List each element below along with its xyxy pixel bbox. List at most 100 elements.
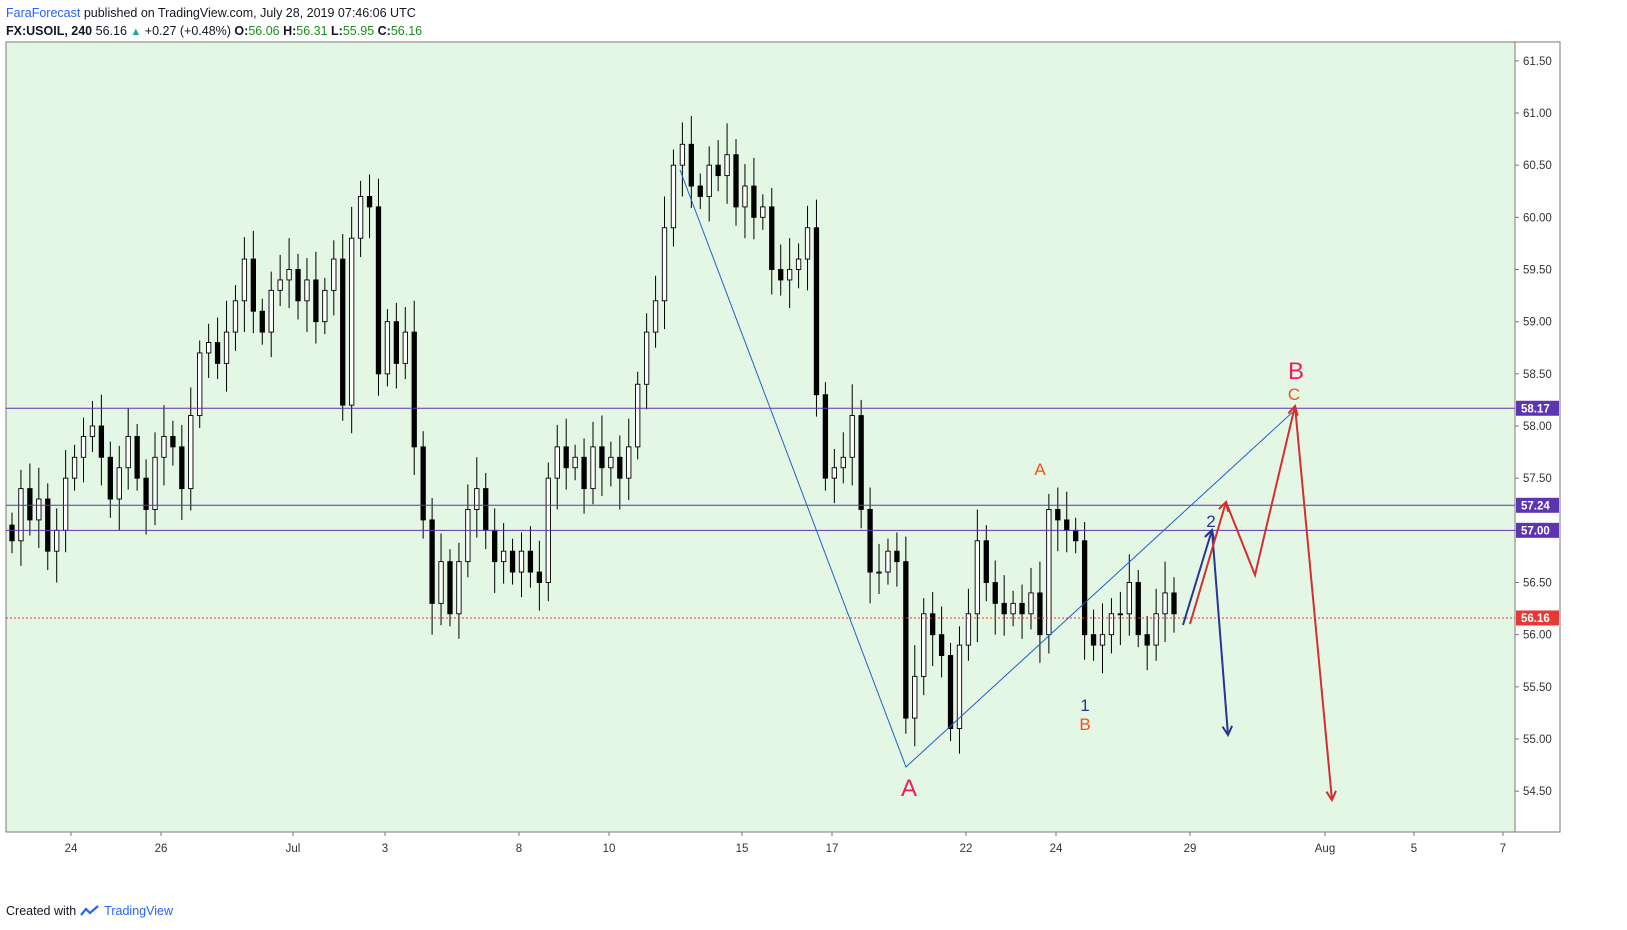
bear-candle: [715, 164, 721, 177]
bear-candle: [813, 227, 820, 396]
red-wave-up-arrow[interactable]: [1189, 501, 1227, 625]
bull-candle: [706, 164, 712, 197]
x-tick-label: 8: [516, 843, 522, 855]
plot-area[interactable]: [6, 42, 1515, 832]
bear-candle: [1135, 582, 1141, 636]
bear-candle: [1001, 602, 1007, 615]
blue-wave-down-arrow[interactable]: [1211, 529, 1229, 736]
wave-label-c: C: [1288, 385, 1300, 404]
high-label: H:: [283, 24, 297, 38]
bull-candle: [849, 415, 855, 458]
bull-candle: [80, 435, 87, 458]
red-wave-b-arrow[interactable]: [1225, 405, 1296, 579]
bull-candle: [277, 279, 283, 291]
wave-label-b: B: [1288, 358, 1304, 385]
bear-candle: [1081, 540, 1088, 636]
y-tick-label: 58.00: [1523, 421, 1552, 433]
bear-candle: [375, 206, 382, 375]
bull-candle: [322, 289, 328, 323]
bear-candle: [170, 435, 176, 448]
bull-candle: [331, 258, 337, 291]
x-tick-label: 15: [736, 843, 749, 855]
bull-candle: [161, 435, 167, 458]
bear-candle: [769, 206, 775, 270]
bull-candle: [62, 477, 69, 531]
bull-candle: [1162, 592, 1168, 615]
bull-candle: [590, 446, 596, 490]
bear-candle: [259, 310, 265, 333]
publish-info: published on TradingView.com, July 28, 2…: [83, 6, 416, 20]
bull-candle: [643, 331, 650, 385]
y-tick-label: 56.00: [1523, 630, 1552, 642]
bull-candle: [357, 196, 364, 239]
price-level-tag: [1516, 522, 1559, 538]
y-tick-label: 58.50: [1523, 369, 1552, 381]
bull-candle: [1010, 602, 1016, 615]
x-tick-label: Aug: [1315, 843, 1335, 855]
x-tick-label: 24: [65, 843, 78, 855]
bear-candle: [1037, 592, 1043, 636]
open-value: 56.06: [248, 24, 280, 38]
bull-candle: [1028, 592, 1034, 615]
bull-candle: [885, 550, 891, 573]
tradingview-link[interactable]: TradingView: [104, 904, 173, 918]
bear-candle: [45, 498, 51, 552]
author-link[interactable]: FaraForecast: [6, 6, 81, 20]
bear-candle: [1144, 634, 1150, 646]
bear-candle: [313, 279, 319, 323]
y-tick-label: 60.00: [1523, 212, 1552, 224]
bull-candle: [465, 509, 471, 563]
chart-header: FaraForecast published on TradingView.co…: [6, 4, 422, 41]
bear-candle: [894, 550, 900, 563]
bull-candle: [518, 550, 525, 573]
trend-line[interactable]: [679, 169, 1297, 768]
open-label: O:: [234, 24, 249, 38]
bear-candle: [947, 655, 954, 730]
bear-candle: [214, 342, 221, 364]
price-level-tag: [1516, 400, 1559, 416]
bear-candle: [903, 561, 909, 719]
red-wave-c-arrow[interactable]: [1294, 405, 1333, 801]
last-price: 56.16: [95, 24, 127, 38]
bull-candle: [786, 269, 793, 281]
bull-candle: [608, 456, 614, 469]
bull-candle: [1117, 613, 1124, 616]
bear-candle: [98, 425, 105, 458]
blue-wave-down-arrow-head: [1221, 725, 1234, 738]
bear-candle: [527, 550, 534, 573]
y-tick-label: 56.50: [1523, 578, 1552, 590]
blue-wave-up-arrow[interactable]: [1182, 529, 1213, 626]
bull-candle: [1126, 582, 1132, 615]
bull-candle: [840, 456, 846, 469]
bear-candle: [938, 634, 945, 656]
bull-candle: [197, 352, 203, 417]
bear-candle: [1073, 529, 1079, 542]
bear-candle: [447, 561, 453, 615]
bull-candle: [232, 300, 239, 333]
y-tick-label: 57.50: [1523, 473, 1552, 485]
created-with-label: Created with: [6, 904, 77, 918]
bull-candle: [679, 143, 686, 166]
bear-candle: [429, 519, 435, 604]
bull-candle: [921, 613, 927, 677]
bull-candle: [71, 456, 78, 479]
up-arrow-icon: ▲: [130, 26, 142, 38]
bear-candle: [697, 185, 703, 197]
x-tick-label: 22: [960, 843, 973, 855]
bear-candle: [751, 185, 757, 218]
close-value: 56.16: [390, 24, 423, 38]
red-wave-c-arrow-head: [1325, 790, 1337, 803]
bear-candle: [295, 269, 301, 302]
bear-candle: [983, 540, 989, 583]
bull-candle: [652, 300, 659, 333]
x-tick-label: 10: [603, 843, 616, 855]
bear-candle: [492, 529, 498, 563]
price-level-label: 57.24: [1521, 500, 1550, 512]
bear-candle: [581, 456, 587, 490]
bear-candle: [1019, 602, 1025, 615]
bear-candle: [733, 154, 739, 208]
price-level-tag: [1516, 497, 1559, 513]
x-tick-label: 26: [155, 843, 168, 855]
y-tick-label: 61.50: [1523, 56, 1552, 68]
